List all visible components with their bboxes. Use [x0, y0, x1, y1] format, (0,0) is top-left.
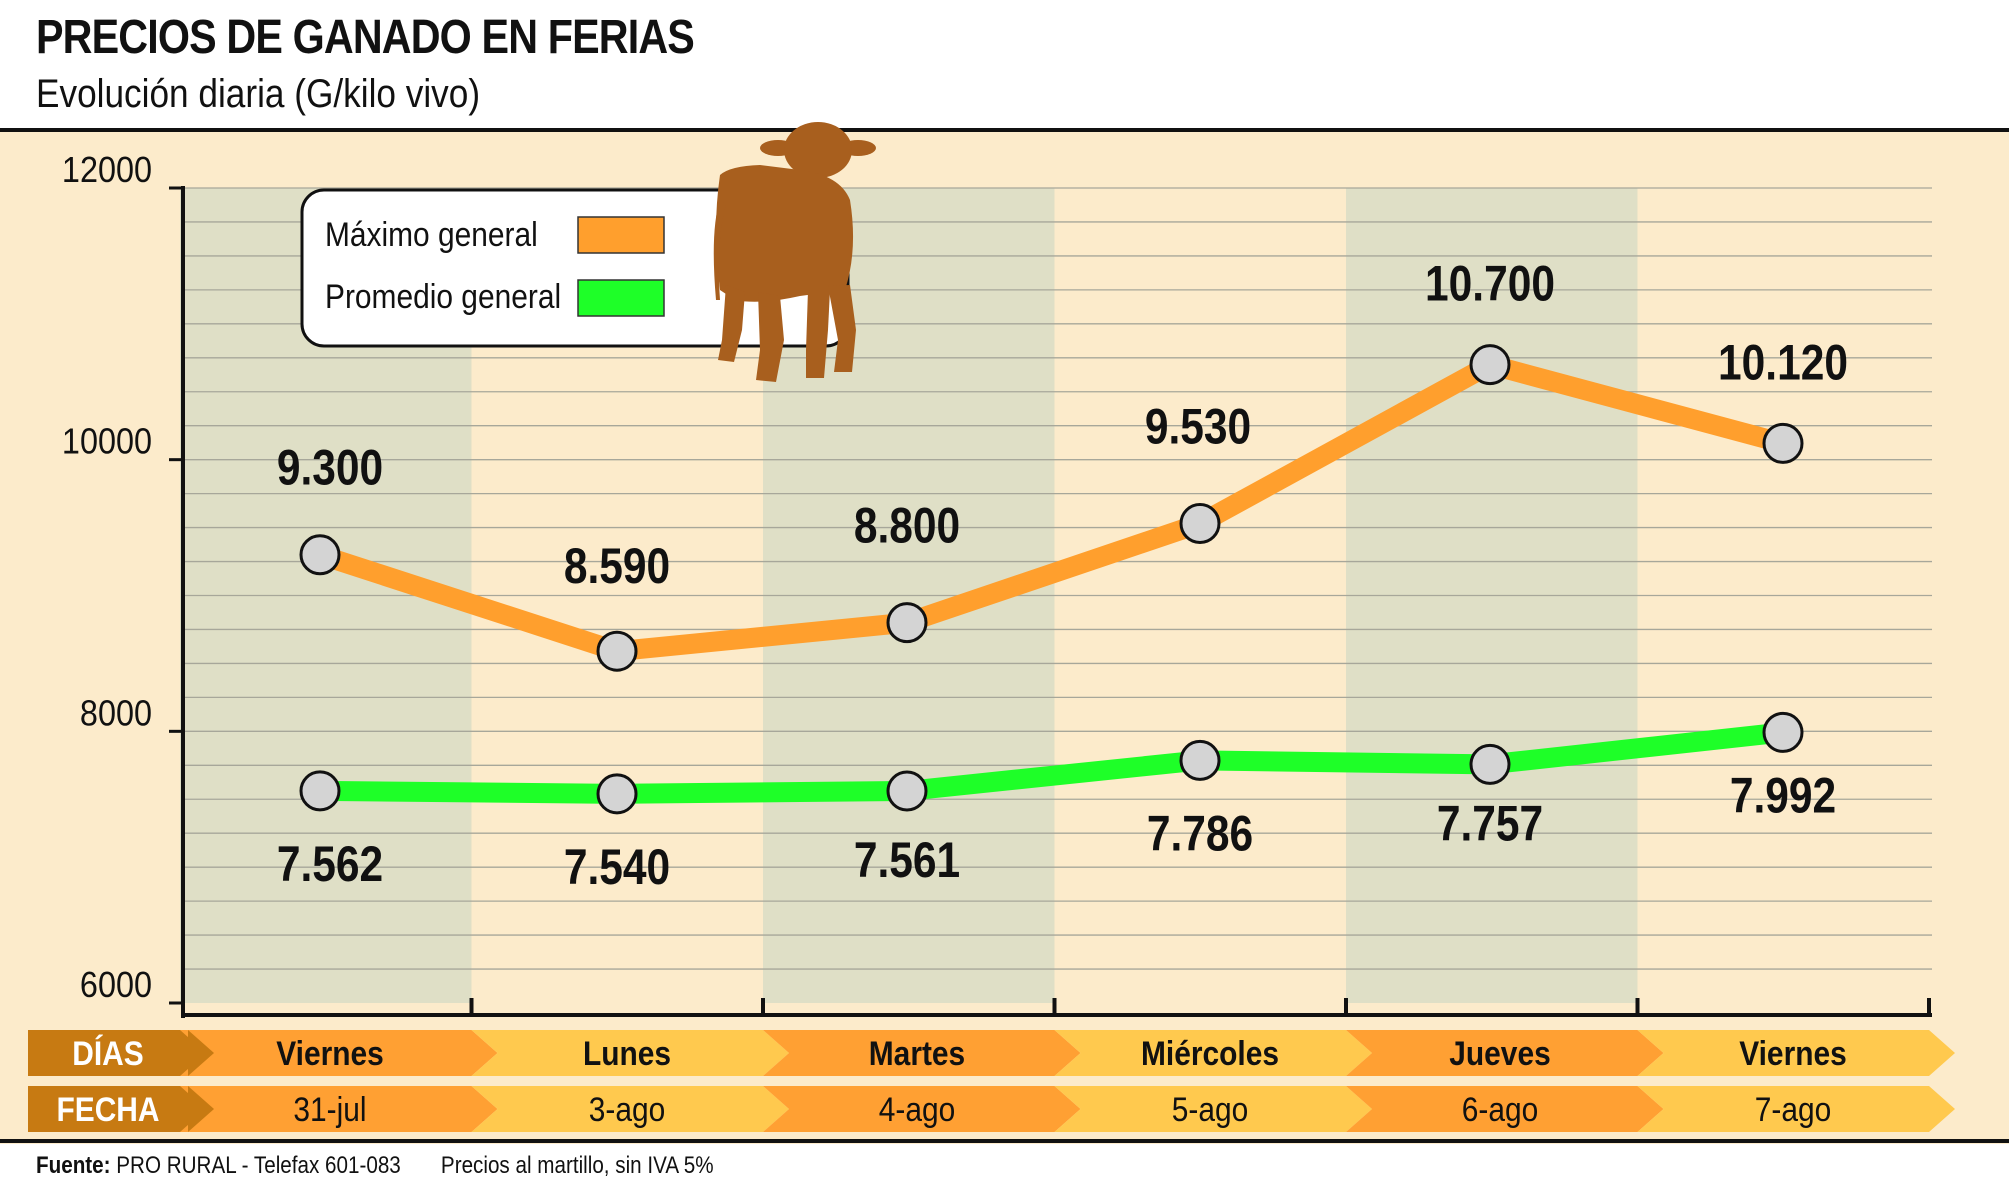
- row-cell: [180, 1086, 498, 1132]
- date-label: 7-ago: [1755, 1090, 1832, 1128]
- row-cell: [471, 1030, 789, 1076]
- data-point: [1762, 711, 1804, 753]
- y-tick-label: 8000: [80, 694, 152, 734]
- row-cell: [1637, 1030, 1955, 1076]
- row-cell: [471, 1086, 789, 1132]
- data-point: [886, 602, 928, 644]
- day-label: Viernes: [1739, 1034, 1847, 1072]
- data-label: 8.590: [564, 538, 670, 594]
- footer-note: Precios al martillo, sin IVA 5%: [440, 1152, 714, 1179]
- chart-subtitle: Evolución diaria (G/kilo vivo): [36, 72, 481, 116]
- data-point: [299, 534, 341, 576]
- data-label: 7.786: [1147, 805, 1253, 861]
- row-label-arrow: [188, 1030, 214, 1076]
- row-cell: [1637, 1086, 1955, 1132]
- row-label: DÍAS: [72, 1034, 143, 1072]
- row-cell: [763, 1030, 1081, 1076]
- day-label: Lunes: [583, 1034, 671, 1072]
- data-point: [1179, 739, 1221, 781]
- row-label-bg: [28, 1086, 188, 1132]
- row-cell: [1054, 1086, 1372, 1132]
- data-label: 10.120: [1718, 334, 1848, 390]
- legend: Máximo general Promedio general: [300, 188, 850, 348]
- data-label: 8.800: [854, 497, 960, 553]
- date-label: 6-ago: [1462, 1090, 1539, 1128]
- series-promedio: 7.562 7.540 7.561 7.786 7.757 7.992: [277, 711, 1836, 895]
- data-point: [1469, 743, 1511, 785]
- y-tick-label: 10000: [62, 422, 152, 462]
- data-label: 7.757: [1437, 795, 1543, 851]
- legend-avg-swatch: [577, 279, 665, 317]
- data-label: 7.540: [564, 839, 670, 895]
- data-point: [886, 770, 928, 812]
- source-text: PRO RURAL - Telefax 601-083: [116, 1152, 401, 1179]
- row-cell: [1054, 1030, 1372, 1076]
- series-line: [310, 722, 1793, 804]
- row-label-arrow: [188, 1086, 214, 1132]
- data-point: [1762, 422, 1804, 464]
- date-label: 5-ago: [1172, 1090, 1249, 1128]
- series-line: [310, 354, 1793, 662]
- legend-avg-label: Promedio general: [325, 277, 561, 315]
- footer: Fuente: PRO RURAL - Telefax 601-083 Prec…: [0, 1144, 2009, 1186]
- row-cell: [763, 1086, 1081, 1132]
- data-label: 7.562: [277, 836, 383, 892]
- header: PRECIOS DE GANADO EN FERIAS Evolución di…: [0, 0, 2009, 132]
- data-point: [1179, 503, 1221, 545]
- row-cell: [180, 1030, 498, 1076]
- data-point: [299, 770, 341, 812]
- data-label: 7.992: [1730, 767, 1836, 823]
- row-cell: [1346, 1030, 1664, 1076]
- top-rule: [0, 128, 2009, 132]
- data-label: 10.700: [1425, 255, 1555, 311]
- series-maximo: 9.300 8.590 8.800 9.530 10.700 10.120: [277, 255, 1848, 672]
- source-label: Fuente:: [36, 1152, 111, 1179]
- date-label: 31-jul: [293, 1090, 366, 1128]
- data-point: [596, 773, 638, 815]
- day-label: Martes: [869, 1034, 965, 1072]
- day-label: Miércoles: [1141, 1034, 1279, 1072]
- dates-row: FECHA 31-jul 3-ago 4-ago 5-ago 6-ago 7-ago: [28, 1086, 1955, 1132]
- y-tick-label: 6000: [80, 965, 152, 1005]
- data-label: 7.561: [854, 832, 960, 888]
- chart-title: PRECIOS DE GANADO EN FERIAS: [36, 11, 695, 64]
- day-label: Viernes: [276, 1034, 384, 1072]
- date-label: 4-ago: [879, 1090, 956, 1128]
- chart: 12000 10000 8000 6000 Máximo general Promedi…: [0, 122, 2009, 1144]
- data-point: [1469, 344, 1511, 386]
- date-label: 3-ago: [589, 1090, 666, 1128]
- legend-max-swatch: [577, 216, 665, 254]
- legend-max-label: Máximo general: [325, 215, 538, 253]
- cow-icon: [713, 122, 876, 382]
- data-point: [596, 630, 638, 672]
- data-label: 9.530: [1145, 398, 1251, 454]
- days-row: DÍAS Viernes Lunes Martes Miércoles Jueves Vie…: [28, 1030, 1955, 1076]
- bottom-rule: [0, 1139, 2009, 1143]
- row-label: FECHA: [56, 1090, 159, 1128]
- data-label: 9.300: [277, 439, 383, 495]
- row-cell: [1346, 1086, 1664, 1132]
- day-label: Jueves: [1449, 1034, 1550, 1072]
- y-tick-label: 12000: [62, 150, 152, 190]
- row-label-bg: [28, 1030, 188, 1076]
